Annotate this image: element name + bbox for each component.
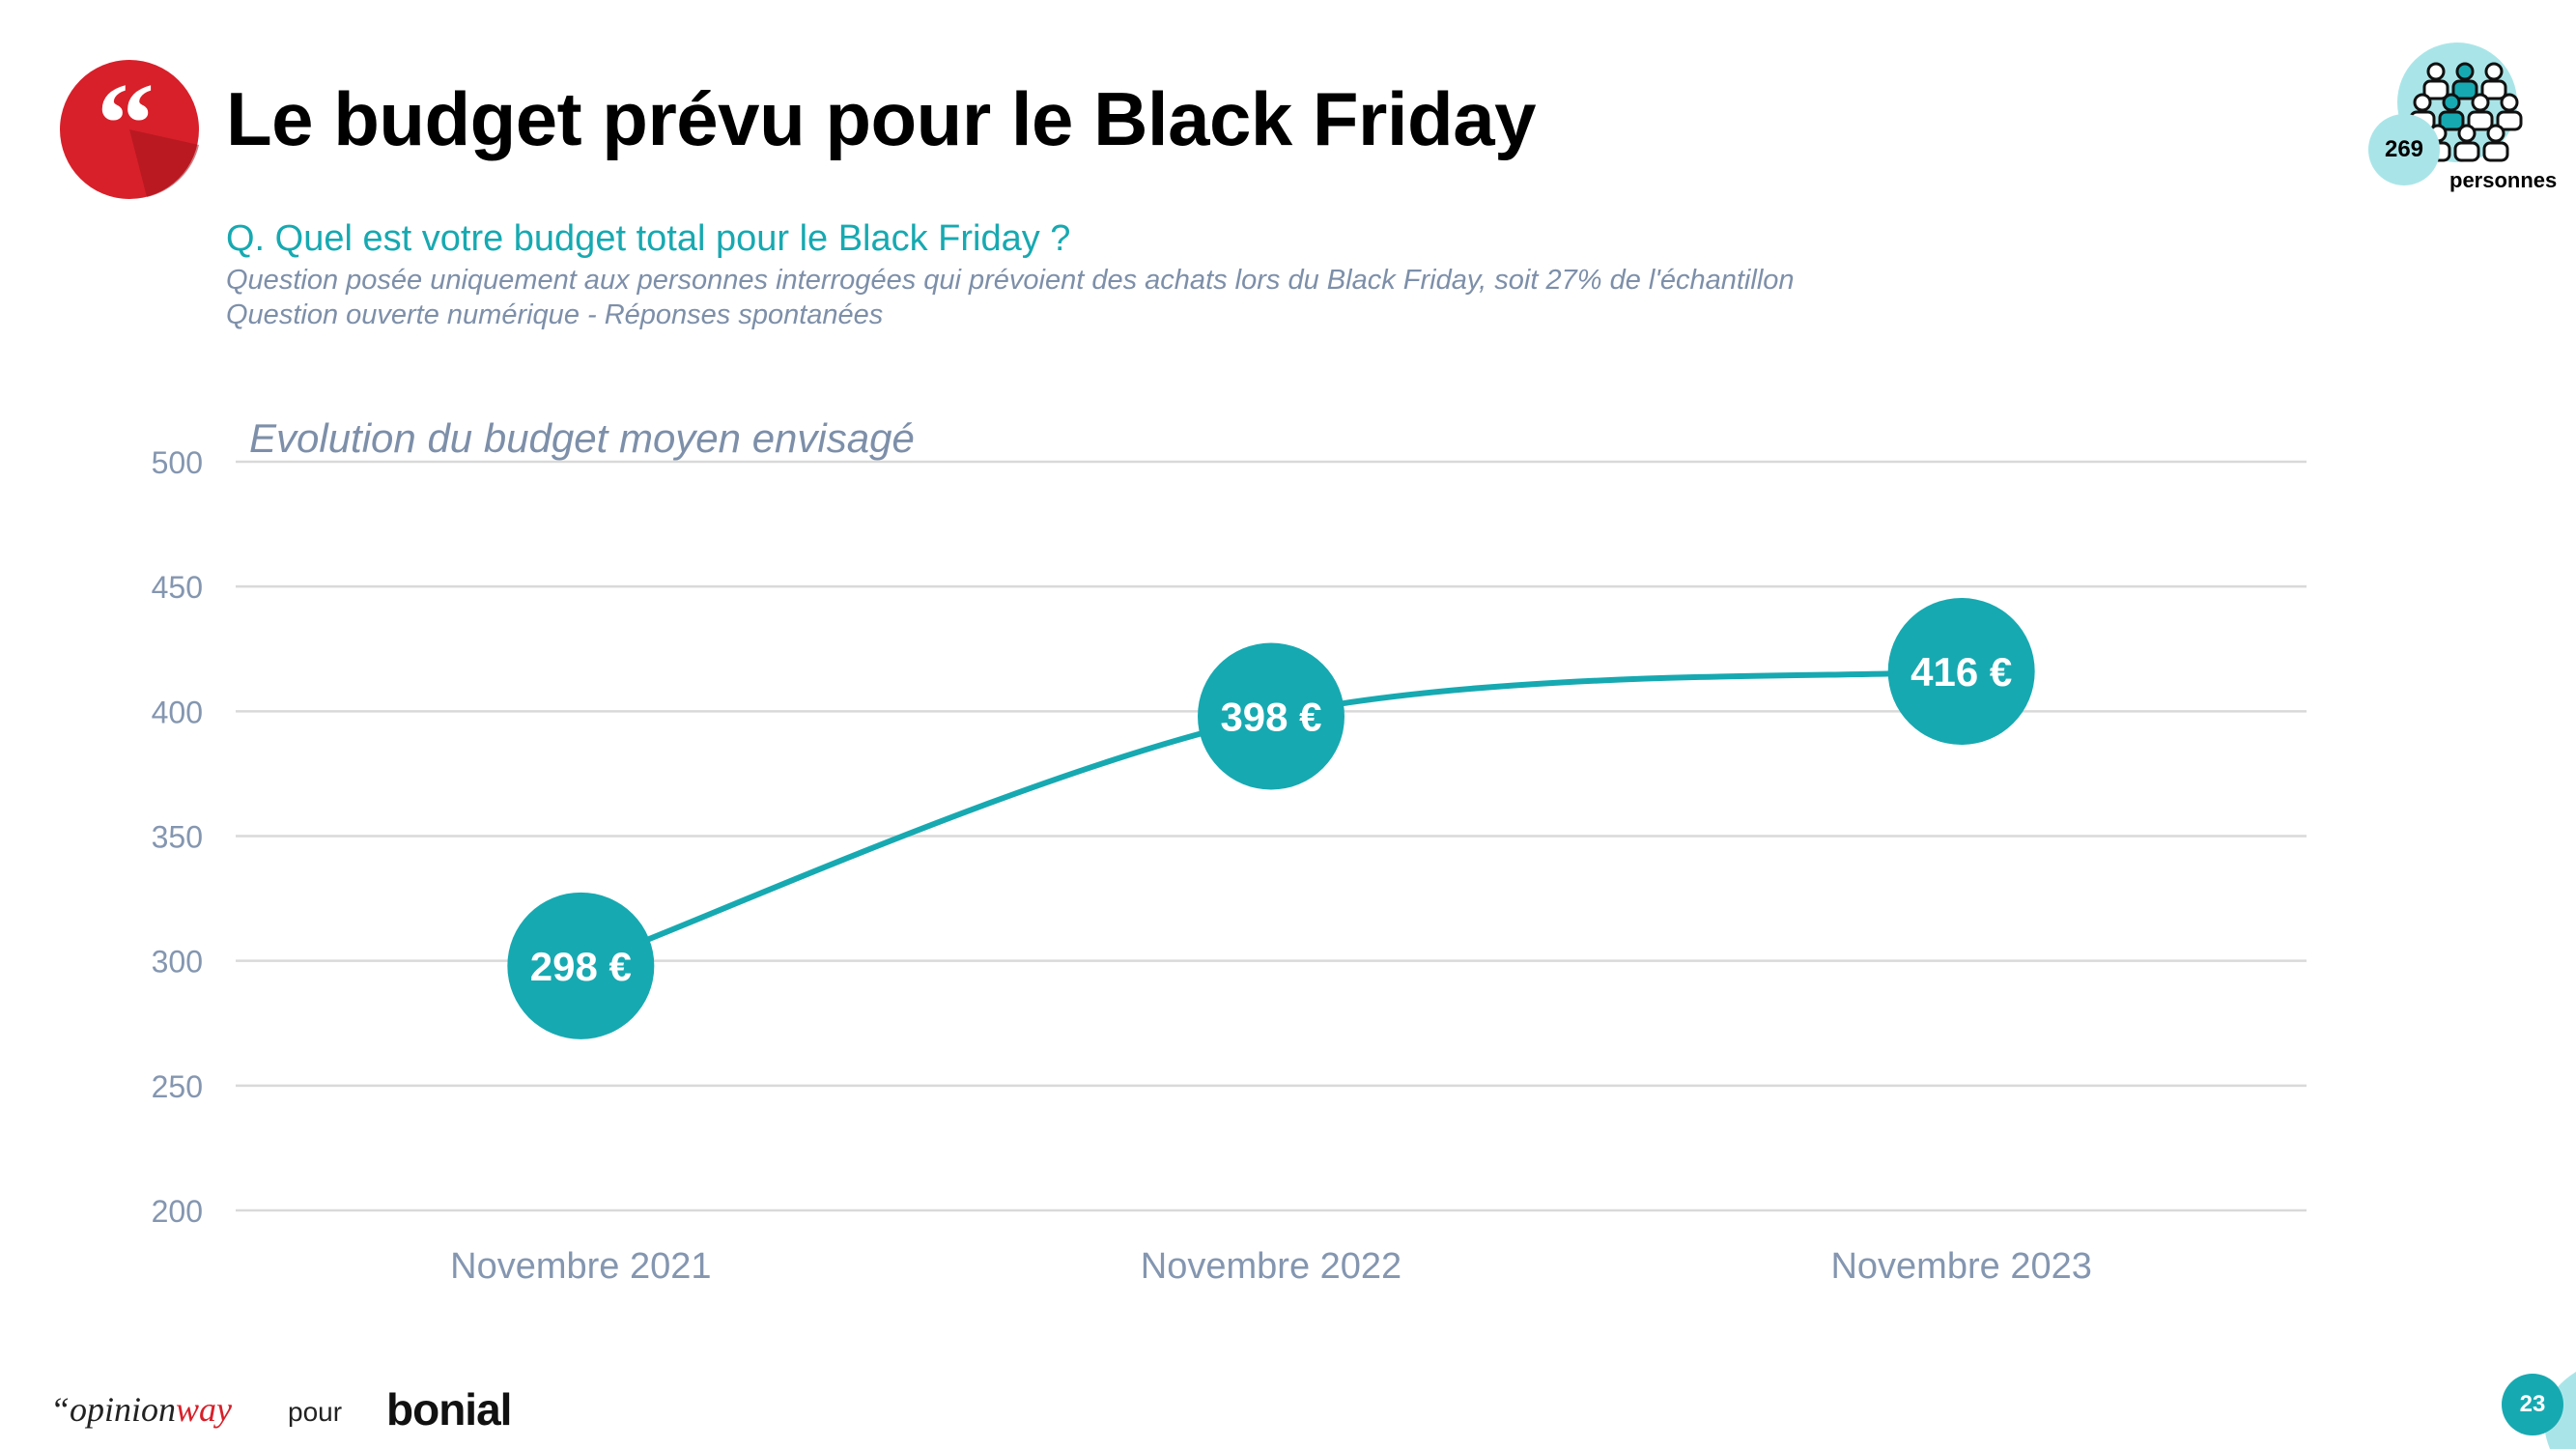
y-tick-label: 200 [152,1194,203,1229]
brand-quote-mark: “ [50,1390,71,1429]
people-count-badge: 269 [2368,114,2440,185]
data-label: 398 € [1220,695,1321,740]
people-count-label: personnes [2449,168,2558,192]
data-point [507,892,655,1039]
brand-accent: way [176,1390,233,1429]
data-point [1887,598,2035,745]
x-tick-label: Novembre 2022 [1141,1246,1401,1287]
brand-main: opinion [70,1390,177,1429]
y-tick-label: 500 [152,445,203,480]
y-tick-label: 300 [152,945,203,980]
bonial-logo: bonial [386,1384,512,1435]
question-type-note: Question ouverte numérique - Réponses sp… [226,299,884,330]
quote-logo-icon: “ [60,59,199,199]
footer-pour: pour [288,1397,343,1427]
x-tick-label: Novembre 2021 [450,1246,711,1287]
opinionway-logo: “opinionway [50,1389,232,1430]
y-tick-label: 400 [152,695,203,729]
y-tick-label: 450 [152,570,203,605]
people-group-icon [2397,43,2523,162]
survey-question: Q. Quel est votre budget total pour le B… [226,218,1071,259]
chart-title: Evolution du budget moyen envisagé [249,415,915,461]
question-note: Question posée uniquement aux personnes … [226,265,1795,296]
budget-line-chart: 200 250 300 350 400 450 500 298 € 398 € 416 € No… [152,415,2307,1287]
x-tick-label: Novembre 2023 [1830,1246,2091,1287]
data-label: 298 € [530,944,632,989]
data-point [1198,642,1345,790]
page-title: Le budget prévu pour le Black Friday [226,76,1536,161]
y-tick-label: 250 [152,1069,203,1104]
data-label: 416 € [1911,649,2012,695]
page-number: 23 [2502,1374,2563,1435]
svg-text:“: “ [97,59,155,187]
y-tick-label: 350 [152,820,203,855]
